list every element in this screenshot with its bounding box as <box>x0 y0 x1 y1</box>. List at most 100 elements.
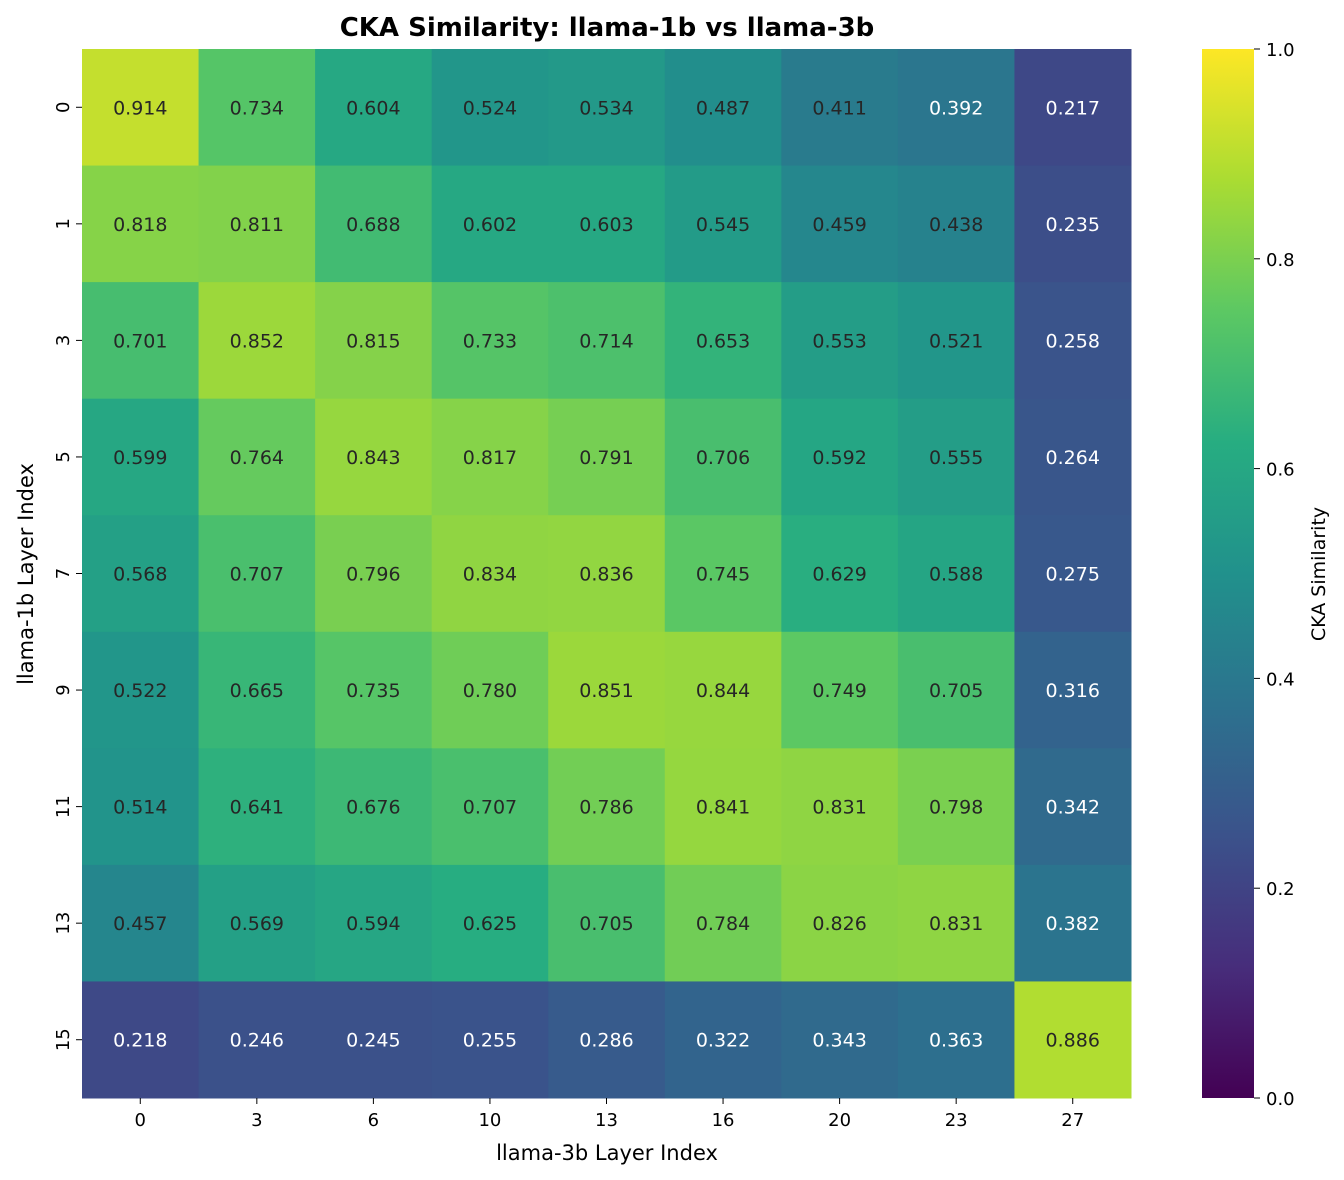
cell-value-label: 0.459 <box>812 214 866 236</box>
heatmap-cell <box>1014 631 1132 749</box>
heatmap-cell <box>315 981 433 1099</box>
cell-value-label: 0.588 <box>929 564 983 586</box>
cell-value-label: 0.342 <box>1046 797 1100 819</box>
cell-value-label: 0.764 <box>230 447 284 469</box>
heatmap-cell <box>315 631 433 749</box>
y-tick-label: 15 <box>53 1028 74 1051</box>
heatmap-cell <box>548 398 666 516</box>
cell-value-label: 0.796 <box>346 564 400 586</box>
cell-value-label: 0.569 <box>230 913 284 935</box>
y-tick-label: 9 <box>53 684 74 695</box>
colorbar-tick-label: 0.2 <box>1266 879 1295 900</box>
heatmap-cell <box>315 515 433 633</box>
cell-value-label: 0.534 <box>579 97 633 119</box>
cell-value-label: 0.841 <box>696 797 750 819</box>
cell-value-label: 0.791 <box>579 447 633 469</box>
heatmap-cell <box>1014 864 1132 982</box>
cell-value-label: 0.745 <box>696 564 750 586</box>
heatmap-cell <box>664 49 782 167</box>
y-tick-label: 1 <box>53 218 74 229</box>
cell-value-label: 0.701 <box>113 330 167 352</box>
cell-value-label: 0.852 <box>230 330 284 352</box>
y-tick-label: 11 <box>53 795 74 818</box>
heatmap-cell <box>431 515 549 633</box>
cell-value-label: 0.705 <box>929 680 983 702</box>
cell-value-label: 0.438 <box>929 214 983 236</box>
heatmap-cell <box>781 398 899 516</box>
cell-value-label: 0.705 <box>579 913 633 935</box>
cell-value-label: 0.714 <box>579 330 633 352</box>
colorbar-tick-label: 0.4 <box>1266 669 1295 690</box>
cell-value-label: 0.286 <box>579 1030 633 1052</box>
cell-value-label: 0.246 <box>230 1030 284 1052</box>
heatmap-cell <box>781 631 899 749</box>
cell-value-label: 0.676 <box>346 797 400 819</box>
heatmap-cell <box>781 864 899 982</box>
cell-value-label: 0.592 <box>812 447 866 469</box>
colorbar-ticks: 0.0 0.2 0.4 0.6 0.8 1.0 <box>1254 40 1295 1110</box>
y-axis-label: llama-1b Layer Index <box>14 463 38 685</box>
heatmap-cell <box>431 981 549 1099</box>
heatmap-cell <box>315 864 433 982</box>
heatmap-cell <box>1014 981 1132 1099</box>
heatmap-cell <box>781 515 899 633</box>
heatmap-cell <box>664 864 782 982</box>
x-tick-label: 13 <box>595 1110 618 1131</box>
heatmap-cell <box>897 515 1015 633</box>
cell-value-label: 0.514 <box>113 797 167 819</box>
heatmap-cell <box>82 398 200 516</box>
cell-value-label: 0.707 <box>230 564 284 586</box>
heatmap-cells <box>82 49 1132 1099</box>
heatmap-cell <box>1014 398 1132 516</box>
heatmap-cell <box>198 165 316 283</box>
heatmap-cell <box>315 398 433 516</box>
cell-value-label: 0.625 <box>463 913 517 935</box>
heatmap-cell <box>82 864 200 982</box>
cell-value-label: 0.602 <box>463 214 517 236</box>
x-tick-label: 6 <box>368 1110 379 1131</box>
cell-value-label: 0.392 <box>929 97 983 119</box>
heatmap-cell <box>897 165 1015 283</box>
cell-value-label: 0.780 <box>463 680 517 702</box>
cell-value-label: 0.831 <box>812 797 866 819</box>
heatmap-cell <box>548 165 666 283</box>
heatmap-cell <box>1014 165 1132 283</box>
cell-value-label: 0.706 <box>696 447 750 469</box>
heatmap-cell <box>548 282 666 400</box>
x-tick-label: 20 <box>828 1110 851 1131</box>
heatmap-cell <box>198 631 316 749</box>
heatmap-cell <box>315 165 433 283</box>
heatmap-cell <box>315 748 433 866</box>
heatmap-cell <box>198 864 316 982</box>
cell-value-label: 0.836 <box>579 564 633 586</box>
heatmap-cell <box>664 631 782 749</box>
heatmap-cell <box>431 282 549 400</box>
cell-value-label: 0.784 <box>696 913 750 935</box>
heatmap-cell <box>781 282 899 400</box>
heatmap-cell <box>198 398 316 516</box>
heatmap-cell <box>897 981 1015 1099</box>
heatmap-cell <box>781 49 899 167</box>
y-tick-label: 3 <box>53 335 74 346</box>
heatmap-cell <box>315 49 433 167</box>
cell-value-label: 0.818 <box>113 214 167 236</box>
cell-value-label: 0.411 <box>812 97 866 119</box>
cell-value-label: 0.826 <box>812 913 866 935</box>
heatmap-cell <box>82 49 200 167</box>
cell-value-label: 0.886 <box>1046 1030 1100 1052</box>
cell-value-label: 0.665 <box>230 680 284 702</box>
heatmap-cell <box>431 631 549 749</box>
cell-value-label: 0.735 <box>346 680 400 702</box>
cell-value-label: 0.363 <box>929 1030 983 1052</box>
y-tick-label: 13 <box>53 912 74 935</box>
cell-value-label: 0.568 <box>113 564 167 586</box>
heatmap-cell-labels: 0.914 0.734 0.604 0.524 0.534 0.487 0.411 0.392… <box>113 97 1100 1051</box>
colorbar-tick-label: 0.0 <box>1266 1089 1295 1110</box>
heatmap-cell <box>664 282 782 400</box>
heatmap-cell <box>198 282 316 400</box>
cell-value-label: 0.844 <box>696 680 750 702</box>
cell-value-label: 0.545 <box>696 214 750 236</box>
heatmap-cell <box>82 981 200 1099</box>
heatmap-cell <box>548 49 666 167</box>
heatmap-cell <box>315 282 433 400</box>
